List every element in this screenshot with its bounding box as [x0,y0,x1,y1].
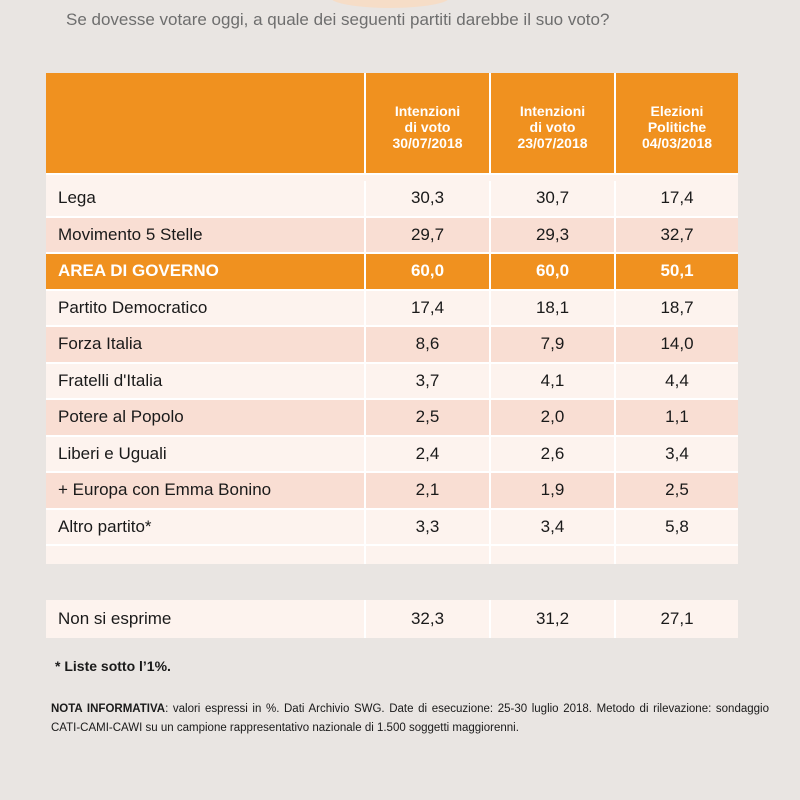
row-value: 18,7 [614,290,738,327]
row-value: 2,6 [489,436,614,473]
row-value: 3,3 [364,509,489,546]
row-value: 60,0 [489,254,614,291]
row-label: Forza Italia [46,327,364,364]
row-label: Non si esprime [58,609,172,628]
row-value: 7,9 [489,327,614,364]
row-value: 29,7 [364,217,489,254]
row-value: 27,1 [614,600,738,638]
row-value: 1,9 [489,473,614,510]
top-decoration [330,0,450,8]
footnote: * Liste sotto l’1%. [55,658,171,674]
header-col-1-line3: 30/07/2018 [392,135,463,151]
pad-cell [46,546,364,564]
row-label: AREA DI GOVERNO [46,254,364,291]
row-value: 32,7 [614,217,738,254]
row-value: 5,8 [614,509,738,546]
row-value: 2,1 [364,473,489,510]
table-header: Intenzioni di voto 30/07/2018 Intenzioni… [46,73,738,175]
survey-question: Se dovesse votare oggi, a quale dei segu… [66,10,610,29]
header-col-3: Elezioni Politiche 04/03/2018 [614,73,738,173]
row-label: Fratelli d'Italia [46,364,364,400]
header-col-2-line2: di voto [529,119,576,135]
table-row: Forza Italia 8,6 7,9 14,0 [46,327,738,364]
row-value: 3,4 [614,436,738,473]
row-value: 3,4 [489,509,614,546]
header-col-2-line1: Intenzioni [519,103,586,119]
table-row: Altro partito* 3,3 3,4 5,8 [46,509,738,546]
header-col-1: Intenzioni di voto 30/07/2018 [364,73,489,173]
row-label: + Europa con Emma Bonino [46,473,364,510]
row-value: 17,4 [364,290,489,327]
row-value: 32,3 [364,600,489,638]
row-value: 30,3 [364,181,489,218]
row-value: 2,5 [364,400,489,437]
table-row-no-answer: Non si esprime 32,3 31,2 27,1 [46,600,738,638]
info-note: NOTA INFORMATIVA: valori espressi in %. … [51,700,769,738]
header-empty-cell [46,73,364,173]
pad-cell [614,546,738,564]
row-value: 17,4 [614,181,738,218]
row-label: Movimento 5 Stelle [46,218,364,254]
row-value: 2,4 [364,436,489,473]
header-col-3-line1: Elezioni [650,103,704,119]
header-col-1-line1: Intenzioni [394,103,461,119]
table-row: Liberi e Uguali 2,4 2,6 3,4 [46,436,738,473]
table-row: Lega 30,3 30,7 17,4 [46,181,738,218]
row-label: Liberi e Uguali [46,437,364,473]
row-value: 18,1 [489,290,614,327]
table-row: Movimento 5 Stelle 29,7 29,3 32,7 [46,217,738,254]
row-value: 60,0 [364,254,489,291]
row-value: 2,5 [614,473,738,510]
row-label: Lega [46,181,364,218]
table-row: + Europa con Emma Bonino 2,1 1,9 2,5 [46,473,738,510]
row-value: 29,3 [489,217,614,254]
header-col-2: Intenzioni di voto 23/07/2018 [489,73,614,173]
row-value: 4,1 [489,363,614,400]
table-row: Potere al Popolo 2,5 2,0 1,1 [46,400,738,437]
header-col-3-line3: 04/03/2018 [641,135,713,151]
pad-cell [489,546,614,564]
header-col-2-line3: 23/07/2018 [517,135,588,151]
table-bottom-pad [46,546,738,564]
row-label: Potere al Popolo [46,400,364,437]
table-gap [46,564,738,600]
row-value: 1,1 [614,400,738,437]
table-row-highlight: AREA DI GOVERNO 60,0 60,0 50,1 [46,254,738,291]
row-value: 8,6 [364,327,489,364]
pad-cell [364,546,489,564]
row-value: 3,7 [364,363,489,400]
note-title: NOTA INFORMATIVA [51,703,166,715]
row-value: 14,0 [614,327,738,364]
row-value: 2,0 [489,400,614,437]
row-label: Partito Democratico [46,291,364,327]
row-value: 30,7 [489,181,614,218]
row-value: 31,2 [489,600,614,638]
row-value: 4,4 [614,363,738,400]
table-spacer [46,175,738,181]
table-row: Partito Democratico 17,4 18,1 18,7 [46,290,738,327]
row-label: Altro partito* [46,510,364,546]
note-text: : valori espressi in %. Dati Archivio SW… [51,703,769,734]
header-col-3-line2: Politiche [647,119,707,135]
header-col-1-line2: di voto [404,119,451,135]
row-value: 50,1 [614,254,738,291]
table-row: Fratelli d'Italia 3,7 4,1 4,4 [46,363,738,400]
results-table: Intenzioni di voto 30/07/2018 Intenzioni… [46,73,738,638]
